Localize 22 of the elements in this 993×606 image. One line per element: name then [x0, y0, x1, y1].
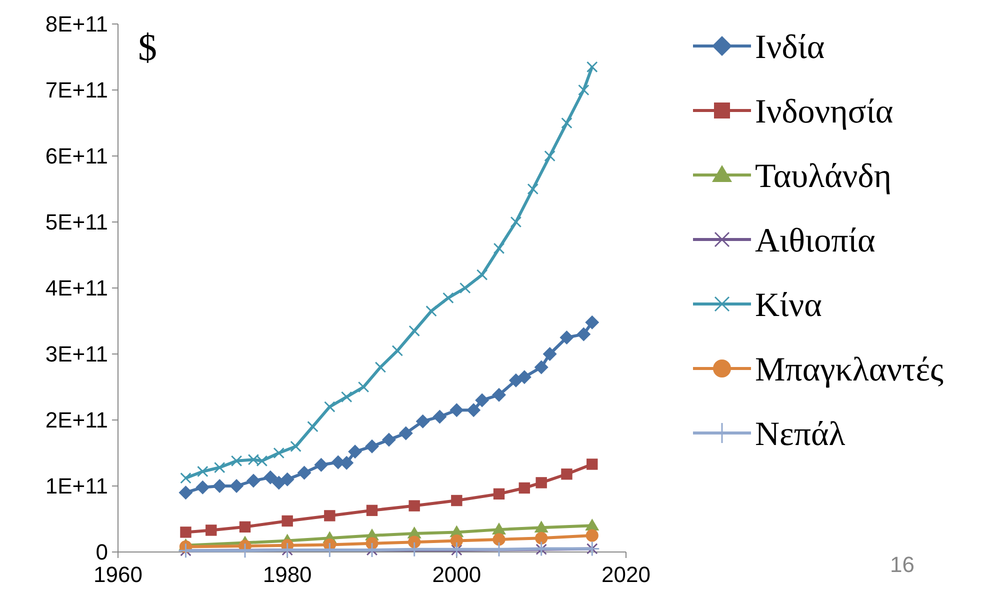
y-tick-label: 2E+11	[45, 408, 108, 433]
x-tick-label: 1960	[94, 562, 142, 587]
legend-label: Ταυλάνδη	[755, 158, 892, 195]
y-tick-label: 7E+11	[45, 78, 108, 103]
text: 16	[890, 552, 914, 577]
x-tick-label: 2000	[432, 562, 482, 587]
y-axis-title: $	[138, 27, 157, 69]
y-tick-label: 4E+11	[45, 276, 108, 301]
legend-label: Νεπάλ	[755, 416, 846, 453]
x-tick-label: 1980	[262, 562, 312, 587]
y-tick-label: 3E+11	[45, 342, 108, 367]
x-tick-label: 2020	[602, 562, 650, 587]
legend-label: Ινδία	[755, 28, 825, 66]
legend-label: Αιθιοπία	[755, 222, 876, 260]
y-tick-label: 8E+11	[45, 12, 108, 37]
legend-label: Κίνα	[755, 286, 822, 324]
y-tick-label: 1E+11	[45, 474, 108, 499]
y-tick-label: 6E+11	[45, 144, 108, 169]
y-tick-label: 5E+11	[45, 210, 108, 235]
legend-label: Μπαγκλαντές	[755, 351, 944, 388]
y-tick-label: 0	[96, 540, 108, 565]
legend-label: Ινδονησία	[755, 93, 894, 130]
